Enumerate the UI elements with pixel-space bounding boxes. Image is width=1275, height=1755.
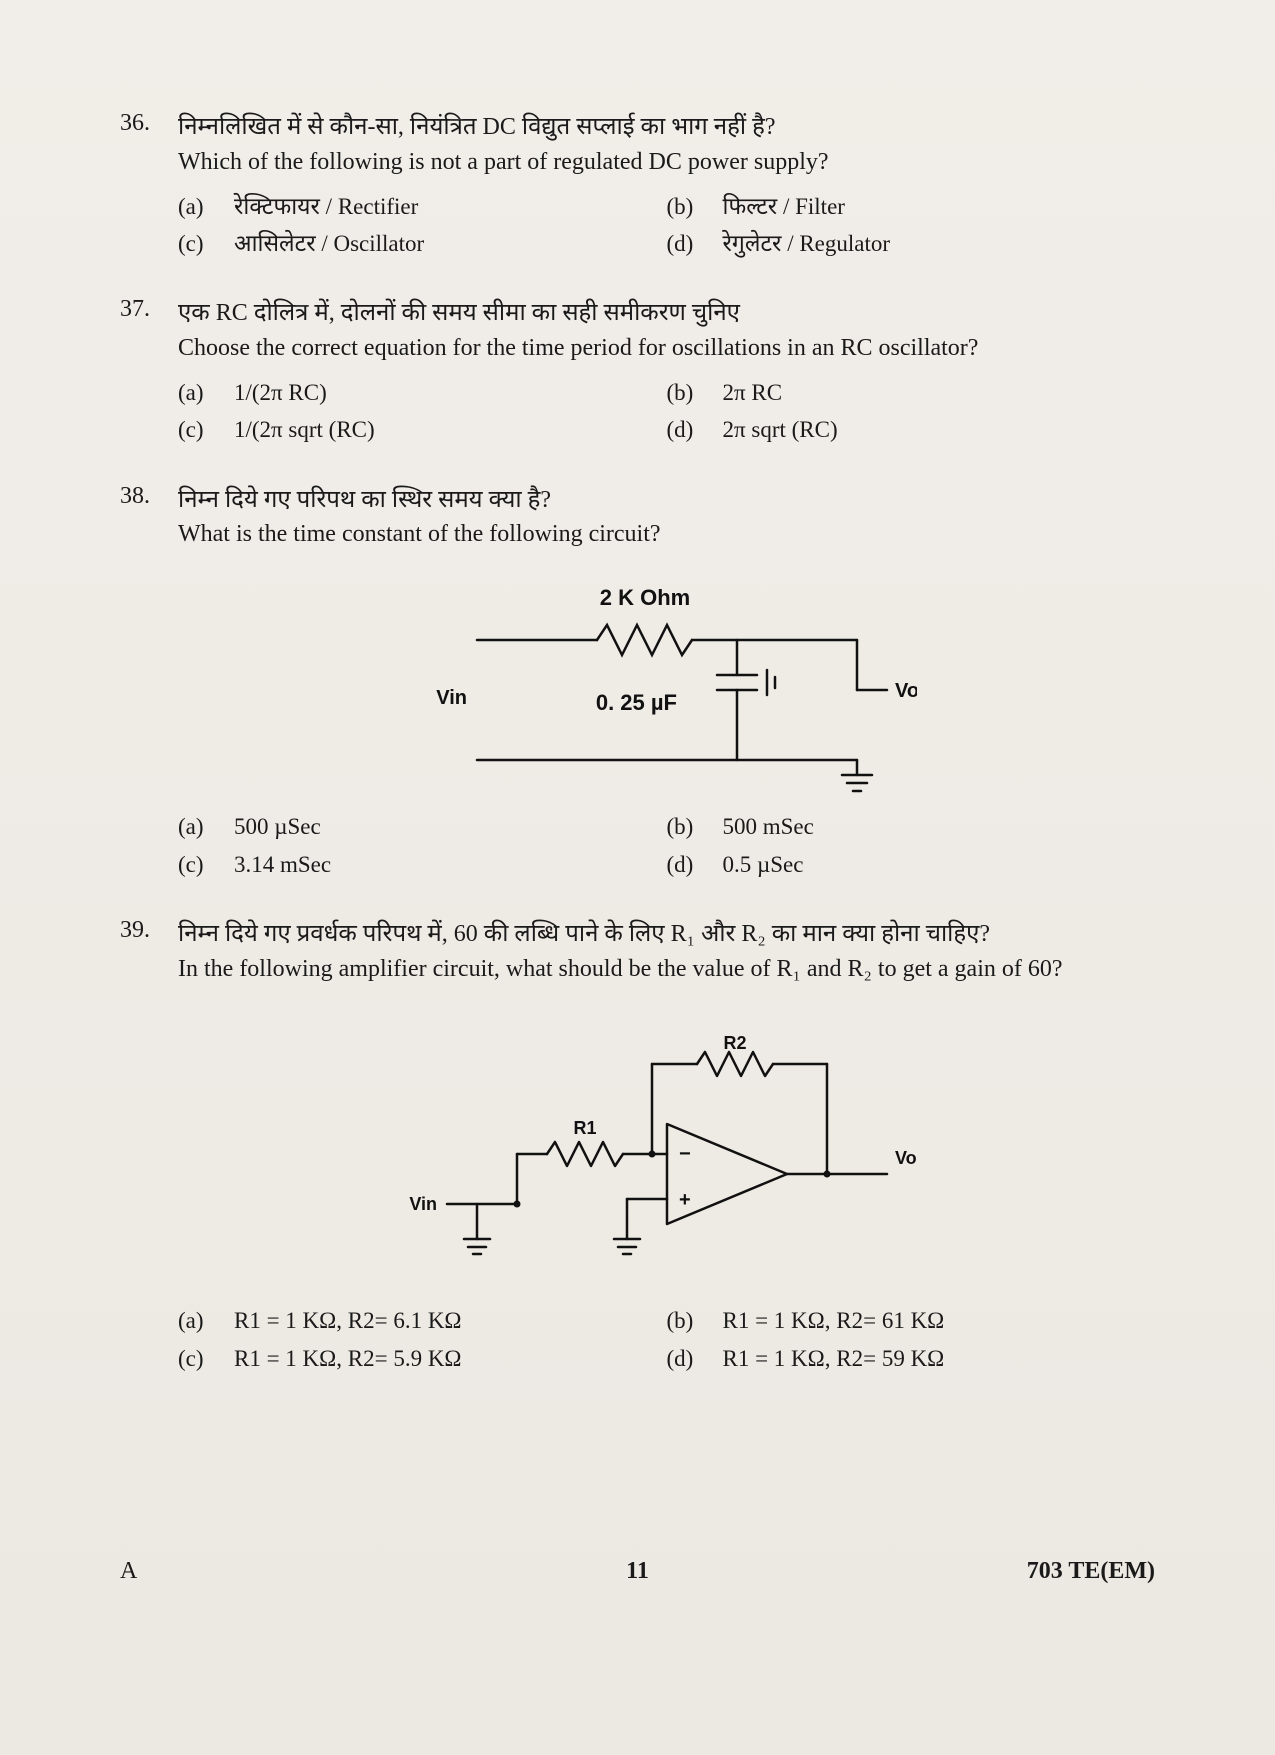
option-label: (b) — [667, 376, 723, 409]
question-body: निम्न दिये गए प्रवर्धक परिपथ में, 60 की … — [178, 917, 1155, 1377]
question-number: 36. — [120, 110, 178, 262]
question-text-english: What is the time constant of the followi… — [178, 517, 1155, 552]
options: (a)रेक्टिफायर / Rectifier (b)फिल्टर / Fi… — [178, 188, 1155, 263]
question-number: 39. — [120, 917, 178, 1377]
option-value: रेक्टिफायर / Rectifier — [234, 190, 667, 223]
opamp-circuit-diagram: R1 R2 Vin Vo − + — [178, 1004, 1155, 1294]
option-c: (c)3.14 mSec — [178, 846, 667, 883]
option-b: (b)2π RC — [667, 374, 1156, 411]
option-b: (b)फिल्टर / Filter — [667, 188, 1156, 225]
option-d: (d)R1 = 1 KΩ, R2= 59 KΩ — [667, 1340, 1156, 1377]
question-text-hindi: निम्नलिखित में से कौन-सा, नियंत्रित DC व… — [178, 110, 1155, 145]
question-text-hindi: एक RC दोलित्र में, दोलनों की समय सीमा का… — [178, 296, 1155, 331]
vin-label: Vin — [436, 687, 467, 709]
option-value: 500 mSec — [723, 810, 1156, 843]
vo-label: Vo — [895, 680, 917, 702]
page-footer: A 11 703 TE(EM) — [120, 1558, 1155, 1585]
question-39: 39. निम्न दिये गए प्रवर्धक परिपथ में, 60… — [120, 917, 1155, 1377]
resistor-label: 2 K Ohm — [599, 585, 689, 610]
opamp-circuit-svg: R1 R2 Vin Vo − + — [387, 1004, 947, 1294]
option-b: (b)R1 = 1 KΩ, R2= 61 KΩ — [667, 1302, 1156, 1339]
option-value: 1/(2π sqrt (RC) — [234, 413, 667, 446]
options: (a)R1 = 1 KΩ, R2= 6.1 KΩ (b)R1 = 1 KΩ, R… — [178, 1302, 1155, 1377]
option-label: (a) — [178, 810, 234, 843]
option-label: (a) — [178, 190, 234, 223]
option-a: (a)500 µSec — [178, 808, 667, 845]
option-value: R1 = 1 KΩ, R2= 61 KΩ — [723, 1304, 1156, 1337]
question-text-english: Choose the correct equation for the time… — [178, 331, 1155, 366]
option-label: (a) — [178, 1304, 234, 1337]
options: (a)500 µSec (b)500 mSec (c)3.14 mSec (d)… — [178, 808, 1155, 883]
option-value: फिल्टर / Filter — [723, 190, 1156, 223]
option-value: 3.14 mSec — [234, 848, 667, 881]
r1-label: R1 — [573, 1118, 596, 1138]
option-value: 0.5 µSec — [723, 848, 1156, 881]
page-number: 11 — [626, 1558, 649, 1585]
option-value: 2π sqrt (RC) — [723, 413, 1156, 446]
option-value: R1 = 1 KΩ, R2= 59 KΩ — [723, 1342, 1156, 1375]
question-body: निम्न दिये गए परिपथ का स्थिर समय क्या है… — [178, 483, 1155, 883]
option-a: (a)1/(2π RC) — [178, 374, 667, 411]
option-label: (c) — [178, 227, 234, 260]
page: 36. निम्नलिखित में से कौन-सा, नियंत्रित … — [0, 0, 1275, 1755]
question-number: 37. — [120, 296, 178, 448]
question-number: 38. — [120, 483, 178, 883]
option-label: (d) — [667, 1342, 723, 1375]
option-value: रेगुलेटर / Regulator — [723, 227, 1156, 260]
option-label: (a) — [178, 376, 234, 409]
question-38: 38. निम्न दिये गए परिपथ का स्थिर समय क्य… — [120, 483, 1155, 883]
option-d: (d)2π sqrt (RC) — [667, 411, 1156, 448]
rc-circuit-svg: 2 K Ohm 0. 25 µF Vin Vo — [417, 570, 917, 800]
question-text-english: Which of the following is not a part of … — [178, 145, 1155, 180]
option-label: (d) — [667, 413, 723, 446]
question-body: निम्नलिखित में से कौन-सा, नियंत्रित DC व… — [178, 110, 1155, 262]
option-value: 2π RC — [723, 376, 1156, 409]
option-c: (c)R1 = 1 KΩ, R2= 5.9 KΩ — [178, 1340, 667, 1377]
option-a: (a)रेक्टिफायर / Rectifier — [178, 188, 667, 225]
option-value: R1 = 1 KΩ, R2= 5.9 KΩ — [234, 1342, 667, 1375]
option-c: (c)आसिलेटर / Oscillator — [178, 225, 667, 262]
question-text-hindi: निम्न दिये गए परिपथ का स्थिर समय क्या है… — [178, 483, 1155, 518]
question-37: 37. एक RC दोलित्र में, दोलनों की समय सीम… — [120, 296, 1155, 448]
r2-label: R2 — [723, 1033, 746, 1053]
question-text-hindi: निम्न दिये गए प्रवर्धक परिपथ में, 60 की … — [178, 917, 1155, 952]
vin-label: Vin — [409, 1194, 437, 1214]
question-36: 36. निम्नलिखित में से कौन-सा, नियंत्रित … — [120, 110, 1155, 262]
option-label: (d) — [667, 227, 723, 260]
option-label: (b) — [667, 190, 723, 223]
vo-label: Vo — [895, 1148, 917, 1168]
question-text-english: In the following amplifier circuit, what… — [178, 952, 1155, 987]
set-label: A — [120, 1558, 137, 1585]
option-value: आसिलेटर / Oscillator — [234, 227, 667, 260]
option-c: (c)1/(2π sqrt (RC) — [178, 411, 667, 448]
option-label: (b) — [667, 810, 723, 843]
capacitor-label: 0. 25 µF — [595, 690, 676, 715]
plus-label: + — [679, 1189, 691, 1211]
option-value: 500 µSec — [234, 810, 667, 843]
option-label: (c) — [178, 848, 234, 881]
paper-code: 703 TE(EM) — [1027, 1558, 1155, 1585]
question-body: एक RC दोलित्र में, दोलनों की समय सीमा का… — [178, 296, 1155, 448]
minus-label: − — [679, 1143, 691, 1165]
option-d: (d)0.5 µSec — [667, 846, 1156, 883]
options: (a)1/(2π RC) (b)2π RC (c)1/(2π sqrt (RC)… — [178, 374, 1155, 449]
option-value: R1 = 1 KΩ, R2= 6.1 KΩ — [234, 1304, 667, 1337]
option-a: (a)R1 = 1 KΩ, R2= 6.1 KΩ — [178, 1302, 667, 1339]
option-b: (b)500 mSec — [667, 808, 1156, 845]
rc-circuit-diagram: 2 K Ohm 0. 25 µF Vin Vo — [178, 570, 1155, 800]
option-d: (d)रेगुलेटर / Regulator — [667, 225, 1156, 262]
option-value: 1/(2π RC) — [234, 376, 667, 409]
option-label: (d) — [667, 848, 723, 881]
option-label: (b) — [667, 1304, 723, 1337]
option-label: (c) — [178, 413, 234, 446]
option-label: (c) — [178, 1342, 234, 1375]
